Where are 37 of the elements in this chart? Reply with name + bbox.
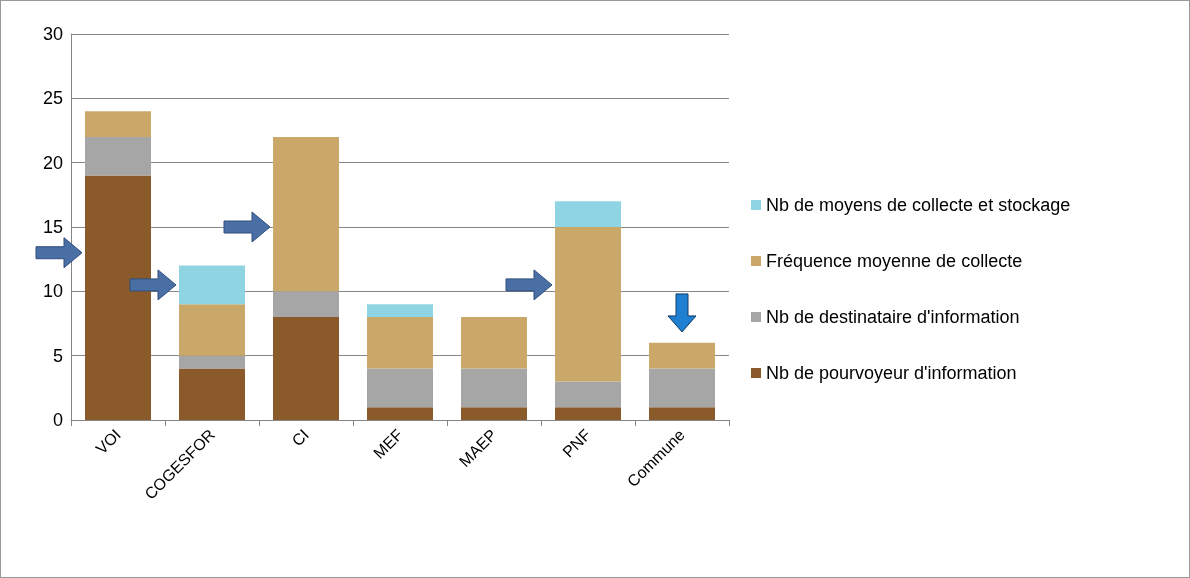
bar (85, 136, 151, 176)
bar (179, 368, 245, 420)
bar (555, 227, 621, 382)
y-tick-label: 15 (42, 217, 63, 237)
y-tick-label: 5 (52, 345, 63, 366)
legend-label: Fréquence moyenne de collecte (766, 251, 1023, 271)
bar (461, 368, 527, 408)
bar (461, 407, 527, 420)
bar (273, 136, 339, 292)
y-tick-label: 10 (42, 281, 63, 302)
y-tick-label: 20 (42, 152, 63, 173)
bar (273, 317, 339, 420)
bar (367, 304, 433, 318)
bar (85, 111, 151, 137)
bar (367, 407, 433, 420)
y-tick-label: 25 (42, 88, 63, 109)
bar (179, 304, 245, 356)
bar (649, 342, 715, 369)
bar (461, 317, 527, 369)
bar (555, 381, 621, 408)
bar (179, 355, 245, 369)
bar (649, 407, 715, 420)
x-tick-label: CI (288, 425, 313, 450)
x-tick-label: VOI (92, 425, 125, 458)
bar (273, 291, 339, 318)
bar (649, 368, 715, 408)
bar (367, 368, 433, 408)
bar (85, 175, 151, 420)
bar (555, 407, 621, 420)
y-tick-label: 30 (42, 24, 63, 44)
y-tick-label: 0 (52, 410, 63, 430)
bar (367, 317, 433, 369)
legend-label: Nb de moyens de collecte et stockage (766, 195, 1071, 215)
bar (555, 201, 621, 227)
legend-label: Nb de pourvoyeur d'information (766, 363, 1017, 383)
legend-label: Nb de destinataire d'information (766, 307, 1020, 327)
bar (179, 265, 245, 305)
